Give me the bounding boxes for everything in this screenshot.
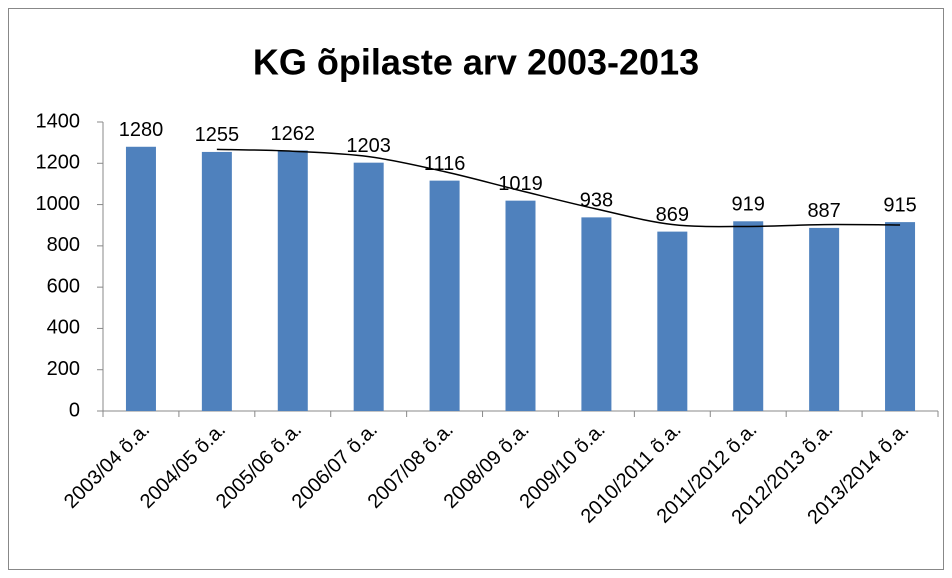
- bar: [657, 231, 688, 411]
- bar: [277, 150, 308, 412]
- y-tick-label: 600: [47, 275, 80, 297]
- data-label: 1019: [498, 173, 543, 195]
- bar: [733, 221, 764, 411]
- data-label: 869: [656, 204, 689, 226]
- bar: [581, 217, 612, 411]
- y-tick-label: 1400: [36, 110, 81, 132]
- bar: [885, 222, 916, 411]
- bar: [809, 227, 840, 411]
- data-label: 919: [732, 194, 765, 216]
- y-tick-label: 1200: [36, 152, 81, 174]
- bar: [201, 151, 232, 412]
- y-tick-label: 200: [47, 358, 80, 380]
- chart-frame: [8, 8, 944, 570]
- bar: [429, 180, 460, 411]
- chart-title: KG õpilaste arv 2003-2013: [253, 42, 699, 83]
- data-label: 1262: [271, 123, 316, 145]
- bar: [353, 162, 384, 411]
- y-tick-label: 800: [47, 234, 80, 256]
- data-label: 887: [807, 200, 840, 222]
- y-tick-label: 0: [69, 399, 80, 421]
- data-label: 1280: [119, 119, 164, 141]
- bar: [125, 146, 156, 411]
- data-label: 1255: [195, 124, 240, 146]
- bar: [505, 200, 536, 411]
- y-tick-label: 1000: [36, 193, 81, 215]
- data-label: 1203: [346, 135, 391, 157]
- y-tick-label: 400: [47, 317, 80, 339]
- trendline: [216, 148, 901, 228]
- data-label: 915: [883, 194, 916, 216]
- data-label: 938: [580, 190, 613, 212]
